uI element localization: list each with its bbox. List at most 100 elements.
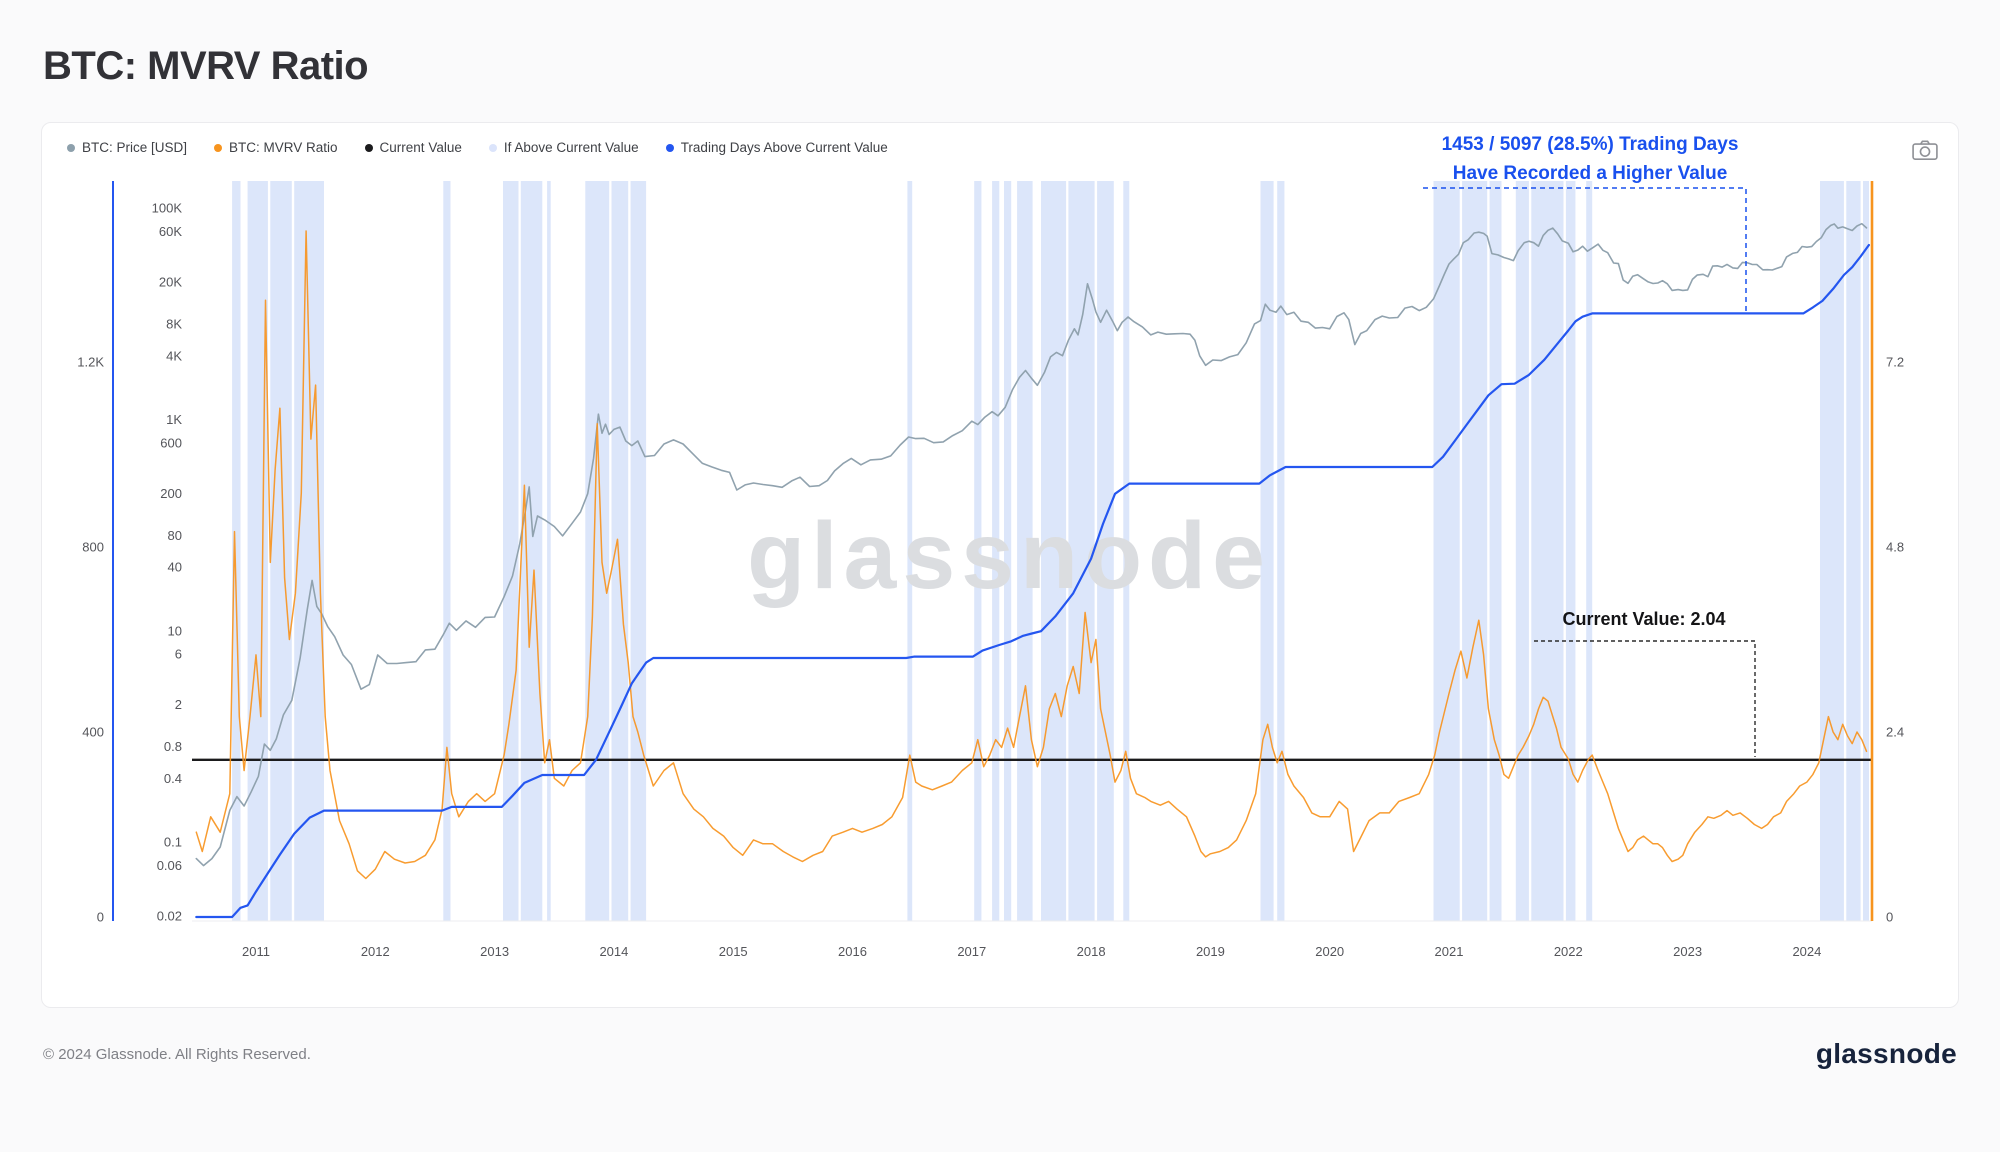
year-tick: 2015 <box>719 944 748 959</box>
price-tick: 0.02 <box>157 909 182 924</box>
above-current-band <box>974 181 982 921</box>
copyright-text: © 2024 Glassnode. All Rights Reserved. <box>43 1045 311 1063</box>
footer: © 2024 Glassnode. All Rights Reserved. g… <box>41 1038 1959 1070</box>
watermark: glassnode <box>747 503 1271 609</box>
above-current-band <box>1004 181 1012 921</box>
above-current-band <box>1820 181 1844 921</box>
above-current-band <box>1489 181 1502 921</box>
trading-days-annotation-line1: 1453 / 5097 (28.5%) Trading Days <box>1441 134 1739 155</box>
price-tick: 8K <box>166 316 182 331</box>
above-current-band <box>520 181 543 921</box>
year-tick: 2016 <box>838 944 867 959</box>
trading-days-annotation: 1453 / 5097 (28.5%) Trading Days Have Re… <box>1372 131 1808 188</box>
above-current-band <box>247 181 268 921</box>
year-tick: 2017 <box>957 944 986 959</box>
legend-label: Trading Days Above Current Value <box>680 140 888 155</box>
price-tick: 1K <box>166 412 182 427</box>
year-tick: 2013 <box>480 944 509 959</box>
year-tick: 2020 <box>1315 944 1344 959</box>
page-title: BTC: MVRV Ratio <box>43 44 369 88</box>
price-tick: 200 <box>160 486 182 501</box>
above-current-band <box>1531 181 1564 921</box>
price-tick: 0.1 <box>164 835 182 850</box>
above-current-band <box>1433 181 1460 921</box>
above-current-band <box>232 181 241 921</box>
year-tick: 2022 <box>1554 944 1583 959</box>
screenshot-button[interactable] <box>1908 135 1942 168</box>
days-tick: 0 <box>97 910 104 925</box>
price-tick: 0.8 <box>164 739 182 754</box>
mvrv-line <box>195 230 1868 880</box>
legend-item-2[interactable]: Current Value <box>364 140 462 155</box>
mvrv-tick: 7.2 <box>1886 355 1904 370</box>
trading-days-annotation-line2: Have Recorded a Higher Value <box>1452 162 1728 184</box>
legend-dot-icon <box>488 143 497 152</box>
above-current-band <box>1586 181 1593 921</box>
price-tick: 2 <box>175 697 182 712</box>
current-value-label: Current Value: 2.04 <box>1562 609 1726 629</box>
legend-label: Current Value <box>379 140 462 155</box>
above-current-band <box>1097 181 1114 921</box>
legend-item-1[interactable]: BTC: MVRV Ratio <box>214 140 338 155</box>
above-current-band <box>630 181 647 921</box>
price-tick: 600 <box>160 435 182 450</box>
legend-label: BTC: Price [USD] <box>82 140 188 155</box>
price-tick: 10 <box>168 623 182 638</box>
legend-label: BTC: MVRV Ratio <box>229 140 338 155</box>
legend-dot-icon <box>364 143 373 152</box>
current-value-connector <box>1534 640 1756 757</box>
legend-item-0[interactable]: BTC: Price [USD] <box>67 140 187 155</box>
legend-dot-icon <box>67 143 75 152</box>
above-current-band <box>611 181 629 921</box>
price-tick: 0.4 <box>164 771 182 786</box>
days-tick: 1.2K <box>77 355 104 370</box>
trading-days-connector <box>1423 187 1747 312</box>
mvrv-tick: 4.8 <box>1886 540 1904 555</box>
above-current-band <box>992 181 1000 921</box>
days-tick: 400 <box>82 725 104 740</box>
above-current-band <box>1277 181 1285 921</box>
year-tick: 2014 <box>599 944 628 959</box>
year-tick: 2021 <box>1435 944 1464 959</box>
price-tick: 6 <box>175 647 182 662</box>
above-current-band <box>1846 181 1861 921</box>
chart-card: BTC: Price [USD] BTC: MVRV Ratio Current V… <box>41 122 1959 1008</box>
price-tick: 40 <box>168 560 182 575</box>
above-current-band <box>1863 181 1869 921</box>
mvrv-tick: 2.4 <box>1886 725 1904 740</box>
legend-label: If Above Current Value <box>503 140 639 155</box>
year-tick: 2011 <box>242 944 270 959</box>
above-current-band <box>1041 181 1067 921</box>
legend-dot-icon <box>214 143 223 152</box>
price-tick: 80 <box>168 528 182 543</box>
glassnode-logo: glassnode <box>1815 1038 1957 1069</box>
above-current-band <box>547 181 551 921</box>
above-current-band <box>270 181 292 921</box>
mvrv-tick: 0 <box>1886 910 1893 925</box>
above-current-band <box>585 181 610 921</box>
price-tick: 100K <box>152 201 183 216</box>
year-tick: 2012 <box>361 944 390 959</box>
above-current-band <box>1068 181 1095 921</box>
legend-item-4[interactable]: Trading Days Above Current Value <box>665 140 888 155</box>
above-current-band <box>1017 181 1033 921</box>
above-current-band <box>907 181 913 921</box>
above-current-band <box>503 181 519 921</box>
price-tick: 4K <box>166 348 182 363</box>
price-tick: 20K <box>159 274 182 289</box>
year-tick: 2023 <box>1673 944 1702 959</box>
price-tick: 60K <box>159 224 182 239</box>
price-tick: 0.06 <box>157 858 182 873</box>
legend-dot-icon <box>665 143 674 152</box>
legend-item-3[interactable]: If Above Current Value <box>488 140 639 155</box>
chart-canvas[interactable]: glassnode100K60K20K8K4K1K600200804010620… <box>42 123 1958 1007</box>
above-current-band <box>1462 181 1488 921</box>
year-tick: 2024 <box>1792 944 1821 959</box>
year-tick: 2019 <box>1196 944 1225 959</box>
camera-icon <box>1912 140 1938 161</box>
above-current-band <box>1123 181 1130 921</box>
chart-legend: BTC: Price [USD] BTC: MVRV Ratio Current V… <box>67 140 888 155</box>
above-current-band <box>1565 181 1576 921</box>
page: BTC: MVRV Ratio BTC: Price [USD] BTC: MVR… <box>41 44 1959 1070</box>
price-line <box>195 222 1868 867</box>
